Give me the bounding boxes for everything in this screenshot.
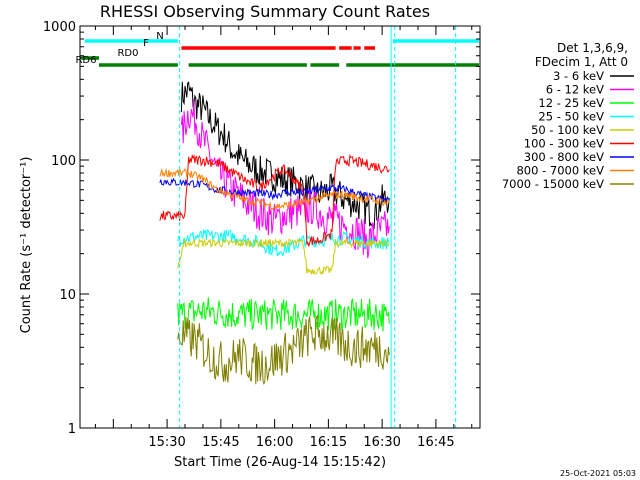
series-line-9 xyxy=(177,314,390,386)
flag-label-n: N xyxy=(156,31,163,42)
flag-label-f: F xyxy=(143,38,149,49)
legend-label: 3 - 6 keV xyxy=(553,69,604,83)
series-line-4 xyxy=(177,229,390,257)
legend-item: 6 - 12 keV xyxy=(546,83,634,97)
legend-header-fdecim: FDecim 1, Att 0 xyxy=(535,55,628,69)
legend-label: 100 - 300 keV xyxy=(524,137,604,151)
x-tick-label: 16:00 xyxy=(256,435,293,450)
x-tick-label: 16:15 xyxy=(310,435,347,450)
x-tick-label: 15:30 xyxy=(148,435,185,450)
y-tick-label: 10 xyxy=(59,288,76,303)
legend-item: 100 - 300 keV xyxy=(524,137,634,151)
legend-label: 12 - 25 keV xyxy=(538,96,604,110)
legend-item: 7000 - 15000 keV xyxy=(502,177,634,191)
legend-label: 300 - 800 keV xyxy=(524,150,604,164)
legend-item: 25 - 50 keV xyxy=(538,110,634,124)
y-tick-label: 1000 xyxy=(43,20,76,35)
y-axis-label: Count Rate (s⁻¹ detector⁻¹) xyxy=(19,157,34,334)
series-line-5 xyxy=(177,237,390,276)
legend-item: 3 - 6 keV xyxy=(553,69,634,83)
legend-label: 800 - 7000 keV xyxy=(516,164,604,178)
series-line-7 xyxy=(159,177,390,203)
series-line-6 xyxy=(159,153,390,248)
plot-frame xyxy=(79,25,481,429)
legend-item: 800 - 7000 keV xyxy=(516,164,634,178)
legend-header-det: Det 1,3,6,9, xyxy=(557,41,628,55)
legend-label: 6 - 12 keV xyxy=(546,83,604,97)
timestamp: 25-Oct-2021 05:03 xyxy=(560,469,636,478)
x-tick-label: 15:45 xyxy=(202,435,239,450)
x-tick-label: 16:30 xyxy=(363,435,400,450)
y-tick-label: 1 xyxy=(68,422,76,437)
chart-title: RHESSI Observing Summary Count Rates xyxy=(100,2,430,21)
flag-label-rd6: RD6 xyxy=(75,55,96,66)
legend-label: 7000 - 15000 keV xyxy=(502,177,604,191)
flag-label-rd0: RD0 xyxy=(117,48,138,59)
series-line-3 xyxy=(177,297,390,332)
x-axis-label: Start Time (26-Aug-14 15:15:42) xyxy=(174,455,386,470)
legend-item: 300 - 800 keV xyxy=(524,150,634,164)
x-tick-label: 16:45 xyxy=(417,435,454,450)
legend-label: 50 - 100 keV xyxy=(531,123,604,137)
series-line-2 xyxy=(180,99,390,259)
series-line-1 xyxy=(180,81,390,229)
series-line-8 xyxy=(159,167,390,211)
y-tick-label: 100 xyxy=(51,154,76,169)
legend-item: 12 - 25 keV xyxy=(538,96,634,110)
legend-item: 50 - 100 keV xyxy=(531,123,634,137)
legend-label: 25 - 50 keV xyxy=(538,110,604,124)
legend: Det 1,3,6,9, FDecim 1, Att 0 3 - 6 keV6 … xyxy=(502,41,634,191)
